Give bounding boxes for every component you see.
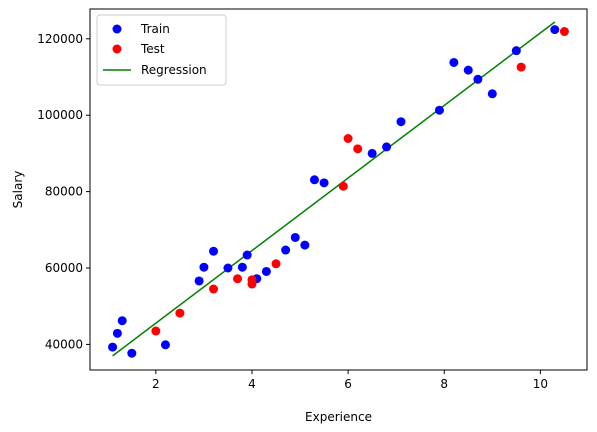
- train-point: [127, 348, 137, 358]
- x-tick-label: 4: [248, 377, 256, 391]
- legend-label-test: Test: [140, 42, 165, 56]
- test-point: [233, 274, 243, 284]
- train-point: [194, 276, 204, 286]
- train-point: [242, 250, 252, 260]
- train-point: [309, 175, 319, 185]
- train-point: [290, 232, 300, 242]
- y-tick-label: 60000: [45, 261, 83, 275]
- test-point: [247, 279, 257, 289]
- train-point: [108, 342, 118, 352]
- x-tick-label: 10: [533, 377, 548, 391]
- train-point: [487, 89, 497, 99]
- x-axis-ticks: 2 4 6 8 10: [152, 370, 548, 391]
- train-point: [473, 74, 483, 84]
- train-point: [281, 245, 291, 255]
- plot-frame: [89, 8, 588, 371]
- test-point: [151, 326, 161, 336]
- train-point: [160, 340, 170, 350]
- y-tick-label: 40000: [45, 337, 83, 351]
- test-point: [175, 308, 185, 318]
- y-tick-label: 80000: [45, 185, 83, 199]
- train-point: [449, 57, 459, 67]
- train-point: [300, 240, 310, 250]
- test-point: [516, 62, 526, 72]
- train-point: [209, 246, 219, 256]
- train-point: [434, 105, 444, 115]
- points-layer: [108, 25, 569, 358]
- y-tick-label: 100000: [37, 108, 83, 122]
- y-axis-ticks: 40000 60000 80000 100000 120000: [37, 32, 90, 351]
- legend-label-regression: Regression: [141, 63, 207, 77]
- test-point: [343, 134, 353, 144]
- train-point: [396, 117, 406, 127]
- x-tick-label: 8: [440, 377, 448, 391]
- train-point: [367, 148, 377, 158]
- legend-label-train: Train: [140, 22, 170, 36]
- y-tick-label: 120000: [37, 32, 83, 46]
- legend-marker-train: [112, 24, 122, 34]
- test-point: [209, 284, 219, 294]
- train-point: [550, 25, 560, 35]
- legend-marker-test: [112, 44, 122, 54]
- x-axis-label: Experience: [305, 410, 372, 424]
- train-point: [199, 262, 209, 272]
- legend: Train Test Regression: [96, 14, 227, 86]
- train-point: [511, 46, 521, 56]
- test-point: [338, 181, 348, 191]
- train-point: [117, 316, 127, 326]
- train-point: [223, 263, 233, 273]
- x-tick-label: 2: [152, 377, 160, 391]
- train-point: [382, 142, 392, 152]
- test-point: [271, 259, 281, 269]
- train-point: [112, 328, 122, 338]
- test-point: [559, 27, 569, 37]
- y-axis-label: Salary: [11, 171, 25, 209]
- train-point: [237, 262, 247, 272]
- test-point: [353, 144, 363, 154]
- train-point: [463, 65, 473, 75]
- train-point: [319, 178, 329, 188]
- legend-box: [96, 14, 227, 86]
- train-point: [261, 266, 271, 276]
- x-tick-label: 6: [344, 377, 352, 391]
